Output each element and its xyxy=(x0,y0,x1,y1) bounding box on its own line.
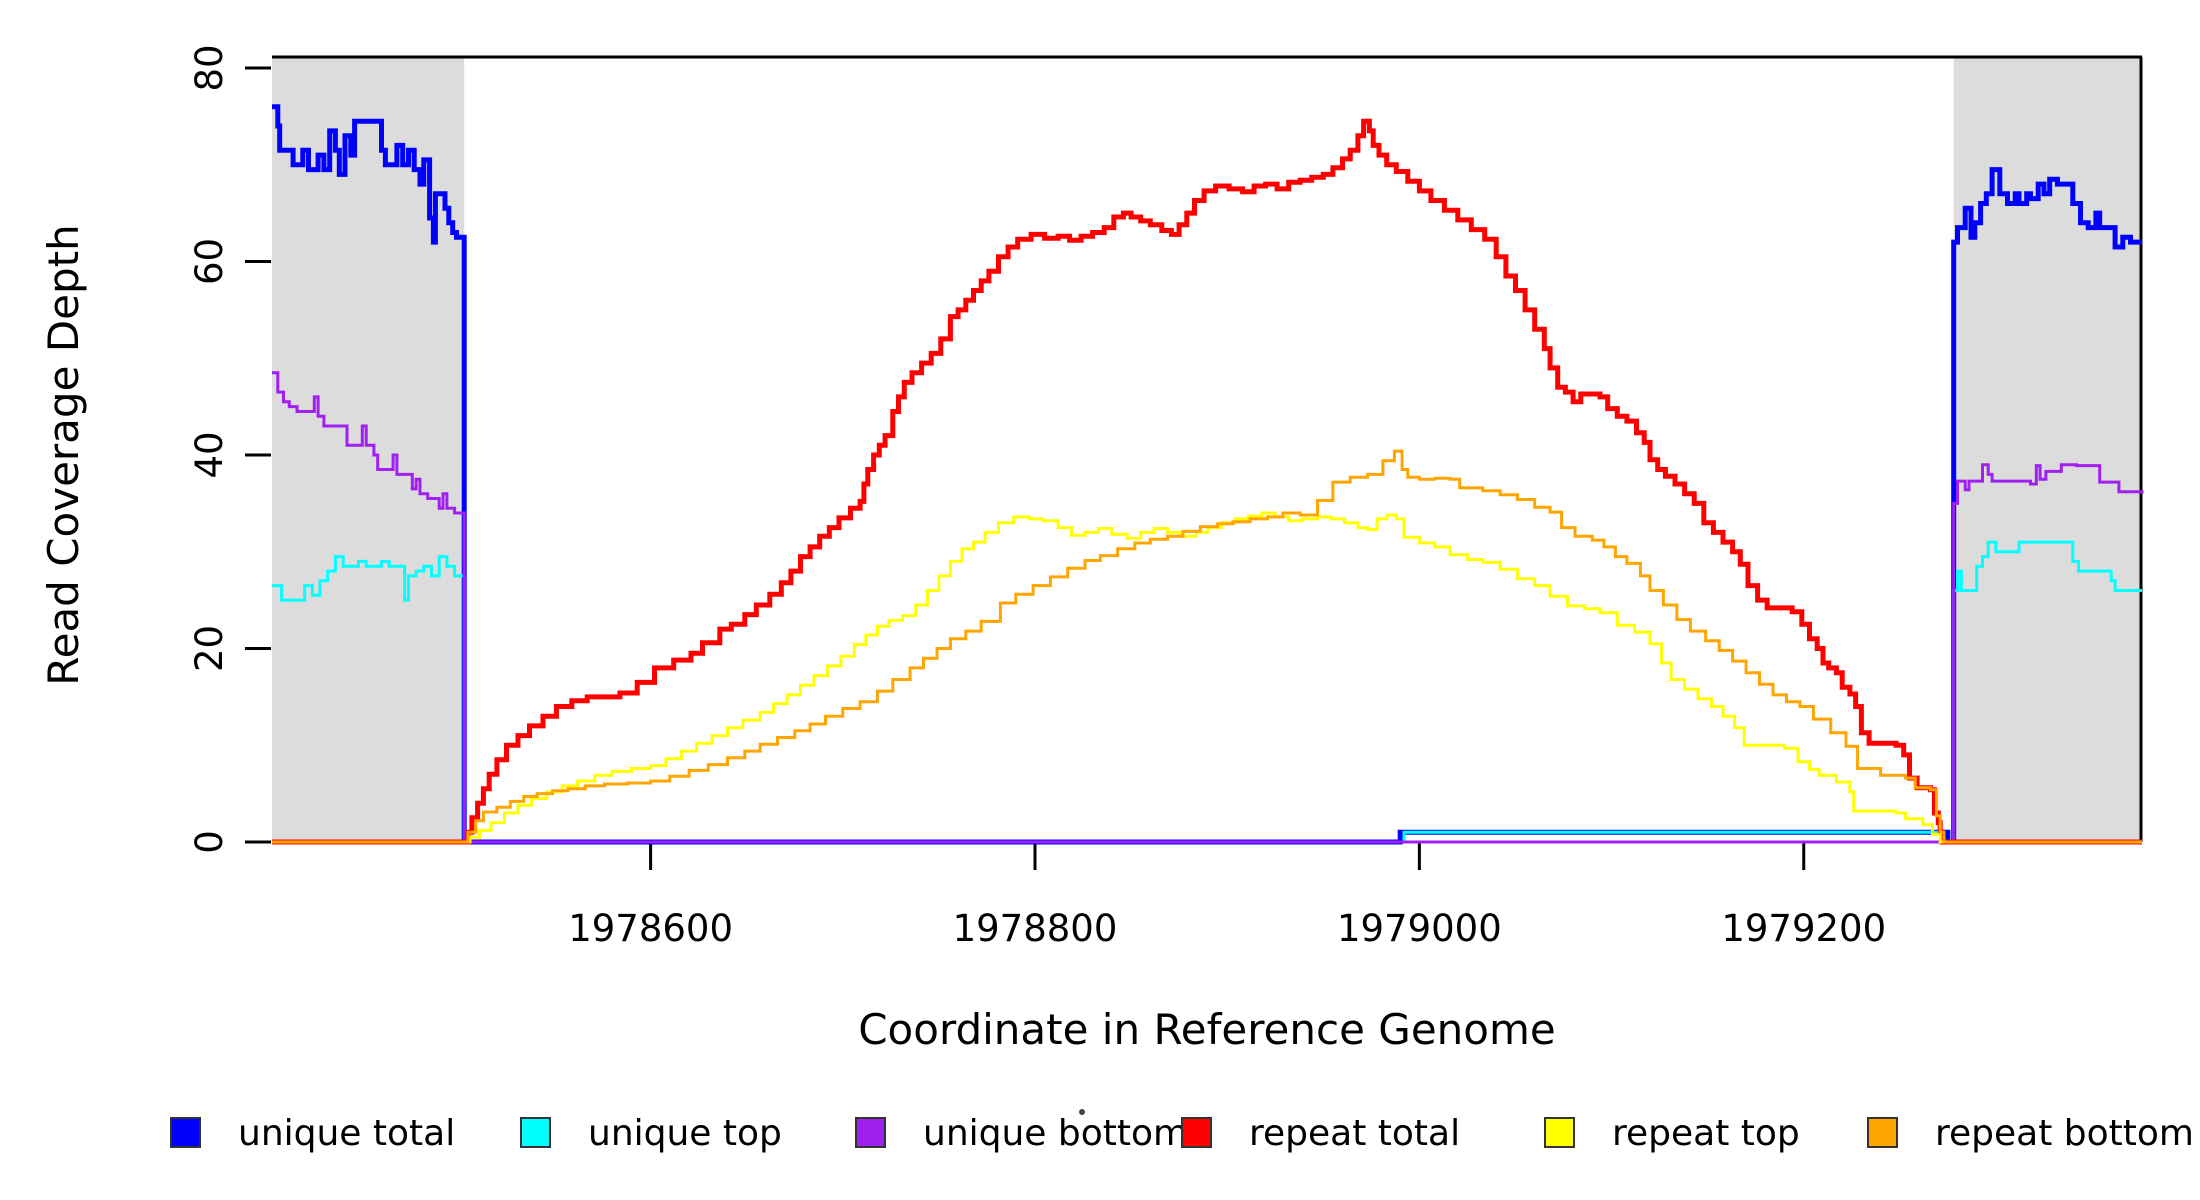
x-tick-label: 1978800 xyxy=(953,907,1118,950)
plot-border xyxy=(272,55,2143,842)
legend-swatch-unique-total xyxy=(170,1117,201,1148)
legend-label-unique-bottom: unique bottom xyxy=(923,1113,1188,1154)
unique-region-right xyxy=(1953,57,2142,842)
series-lines xyxy=(272,104,2144,845)
x-axis-title: Coordinate in Reference Genome xyxy=(858,1005,1556,1054)
legend-label-repeat-total: repeat total xyxy=(1249,1113,1460,1154)
legend-label-repeat-bottom: repeat bottom xyxy=(1935,1113,2194,1154)
x-tick-label: 1978600 xyxy=(568,907,733,950)
legend-label-repeat-top: repeat top xyxy=(1612,1113,1800,1154)
legend-swatch-repeat-total xyxy=(1181,1117,1212,1148)
y-tick-label: 60 xyxy=(188,238,231,285)
y-tick-label: 0 xyxy=(188,830,231,854)
legend-swatch-repeat-top xyxy=(1544,1117,1575,1148)
y-axis-title: Read Coverage Depth xyxy=(39,224,88,685)
y-tick-label: 80 xyxy=(188,44,231,91)
series-unique-top xyxy=(272,540,2142,844)
x-tick-label: 1979200 xyxy=(1721,907,1886,950)
legend-swatch-unique-top xyxy=(520,1117,551,1148)
series-repeat-total xyxy=(272,118,2142,845)
x-axis: 1978600 1978800 1979000 1979200 Coordinate i… xyxy=(568,843,1886,1054)
legend: unique total unique top unique bottom repea… xyxy=(170,1109,2194,1154)
series-repeat-bottom xyxy=(272,449,2142,844)
stray-dot xyxy=(1079,1109,1085,1115)
unique-region-left xyxy=(272,57,465,842)
x-tick-label: 1979000 xyxy=(1337,907,1502,950)
y-tick-label: 20 xyxy=(188,625,231,672)
series-repeat-top xyxy=(272,511,2142,844)
legend-swatch-repeat-bottom xyxy=(1867,1117,1898,1148)
legend-label-unique-total: unique total xyxy=(238,1113,455,1154)
legend-label-unique-top: unique top xyxy=(588,1113,782,1154)
y-tick-label: 40 xyxy=(188,431,231,478)
shaded-regions xyxy=(272,57,2142,842)
legend-swatch-unique-bottom xyxy=(855,1117,886,1148)
series-unique-bottom xyxy=(272,371,2144,844)
y-axis: 0 20 40 60 80 Read Coverage Depth xyxy=(39,44,271,854)
